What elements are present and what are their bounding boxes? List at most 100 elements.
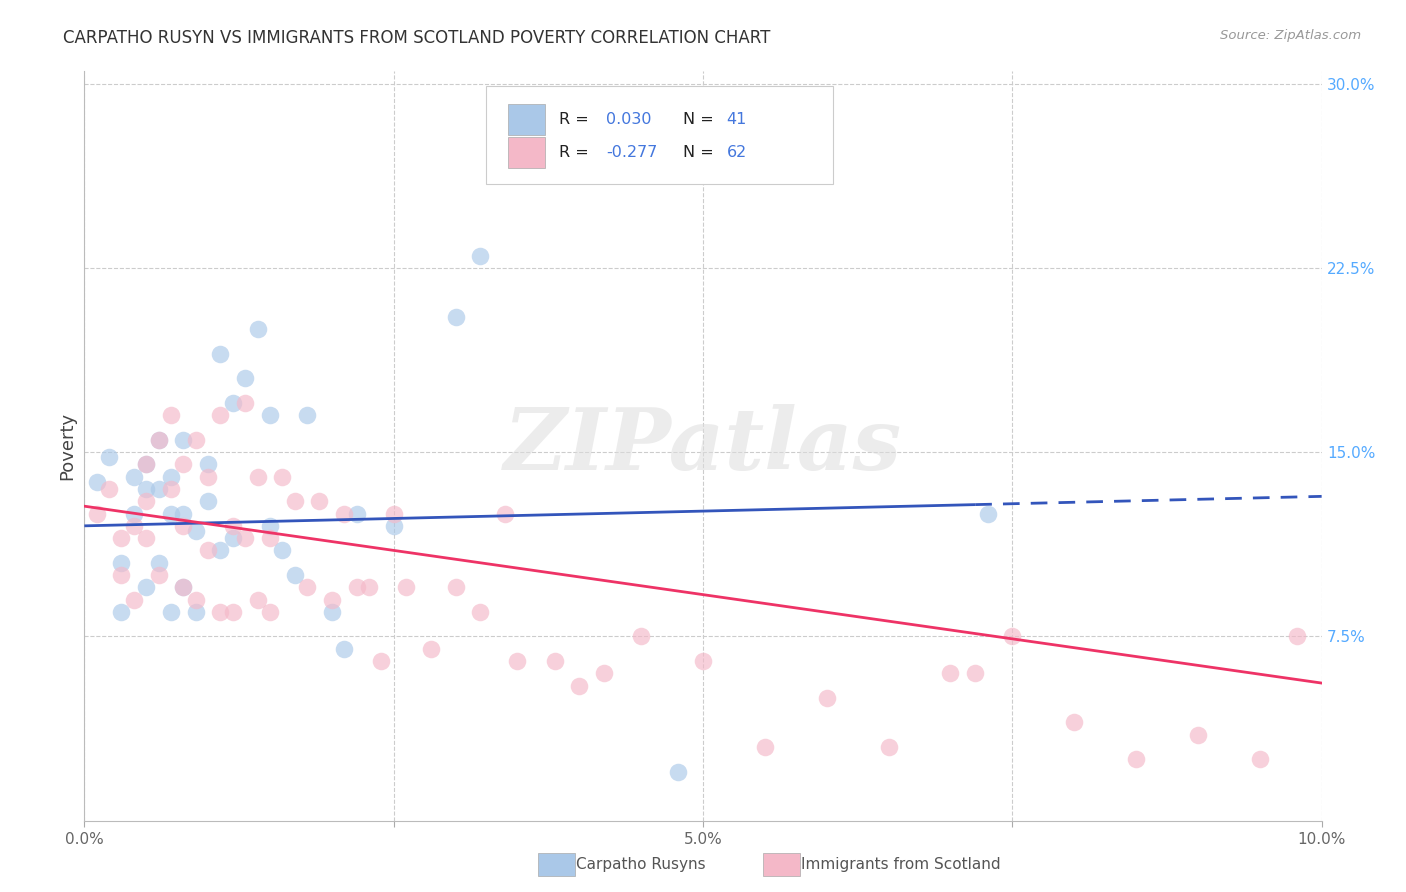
Point	[754, 739, 776, 754]
Point	[506, 654, 529, 668]
Point	[382, 519, 405, 533]
Point	[110, 568, 132, 582]
Point	[135, 458, 157, 472]
Point	[184, 605, 207, 619]
Point	[160, 409, 183, 423]
Point	[321, 592, 343, 607]
Point	[160, 605, 183, 619]
Point	[965, 666, 987, 681]
Text: CARPATHO RUSYN VS IMMIGRANTS FROM SCOTLAND POVERTY CORRELATION CHART: CARPATHO RUSYN VS IMMIGRANTS FROM SCOTLA…	[63, 29, 770, 46]
Point	[197, 543, 219, 558]
Point	[233, 531, 256, 545]
Point	[370, 654, 392, 668]
Point	[333, 641, 356, 656]
Point	[172, 580, 194, 594]
Point	[630, 629, 652, 643]
Text: ZIPatlas: ZIPatlas	[503, 404, 903, 488]
Point	[1187, 728, 1209, 742]
Point	[246, 469, 269, 483]
Point	[86, 507, 108, 521]
Point	[209, 409, 232, 423]
Point	[209, 543, 232, 558]
Point	[444, 580, 467, 594]
Point	[98, 482, 121, 496]
Point	[259, 531, 281, 545]
Point	[135, 580, 157, 594]
Point	[184, 592, 207, 607]
Point	[233, 396, 256, 410]
Point	[271, 543, 294, 558]
Point	[1001, 629, 1024, 643]
Point	[333, 507, 356, 521]
Point	[148, 433, 170, 447]
Y-axis label: Poverty: Poverty	[58, 412, 76, 480]
Text: 41: 41	[727, 112, 747, 127]
Point	[1063, 715, 1085, 730]
Point	[259, 605, 281, 619]
Point	[470, 605, 492, 619]
Point	[346, 507, 368, 521]
Text: 0.030: 0.030	[606, 112, 652, 127]
Point	[148, 556, 170, 570]
Point	[346, 580, 368, 594]
Point	[122, 469, 145, 483]
Text: R =: R =	[560, 145, 595, 160]
Point	[357, 580, 380, 594]
Point	[470, 249, 492, 263]
Bar	[508, 136, 544, 168]
Text: N =: N =	[683, 112, 718, 127]
Point	[172, 580, 194, 594]
Bar	[508, 103, 544, 135]
Point	[135, 494, 157, 508]
Point	[1249, 752, 1271, 766]
Point	[259, 409, 281, 423]
Point	[172, 458, 194, 472]
Point	[1285, 629, 1308, 643]
Point	[122, 519, 145, 533]
Point	[98, 450, 121, 464]
Point	[135, 482, 157, 496]
Point	[86, 475, 108, 489]
Text: N =: N =	[683, 145, 718, 160]
Point	[284, 568, 307, 582]
Point	[148, 482, 170, 496]
Point	[110, 605, 132, 619]
Point	[222, 605, 245, 619]
Point	[148, 433, 170, 447]
Point	[246, 322, 269, 336]
Point	[233, 371, 256, 385]
Point	[543, 654, 565, 668]
Point	[1125, 752, 1147, 766]
Text: -0.277: -0.277	[606, 145, 658, 160]
Point	[135, 458, 157, 472]
FancyBboxPatch shape	[486, 87, 832, 184]
Point	[110, 531, 132, 545]
Point	[494, 507, 516, 521]
Point	[222, 396, 245, 410]
Point	[197, 469, 219, 483]
Point	[160, 469, 183, 483]
Point	[568, 679, 591, 693]
Point	[395, 580, 418, 594]
Point	[939, 666, 962, 681]
Point	[271, 469, 294, 483]
Point	[172, 519, 194, 533]
Point	[666, 764, 689, 779]
Point	[593, 666, 616, 681]
Point	[284, 494, 307, 508]
Point	[382, 507, 405, 521]
Text: 62: 62	[727, 145, 747, 160]
Point	[222, 519, 245, 533]
Point	[444, 310, 467, 324]
Point	[184, 433, 207, 447]
Point	[419, 641, 441, 656]
Point	[122, 507, 145, 521]
Point	[976, 507, 998, 521]
Point	[692, 654, 714, 668]
Point	[148, 568, 170, 582]
Point	[259, 519, 281, 533]
Point	[295, 409, 318, 423]
Text: R =: R =	[560, 112, 595, 127]
Point	[209, 347, 232, 361]
Point	[110, 556, 132, 570]
